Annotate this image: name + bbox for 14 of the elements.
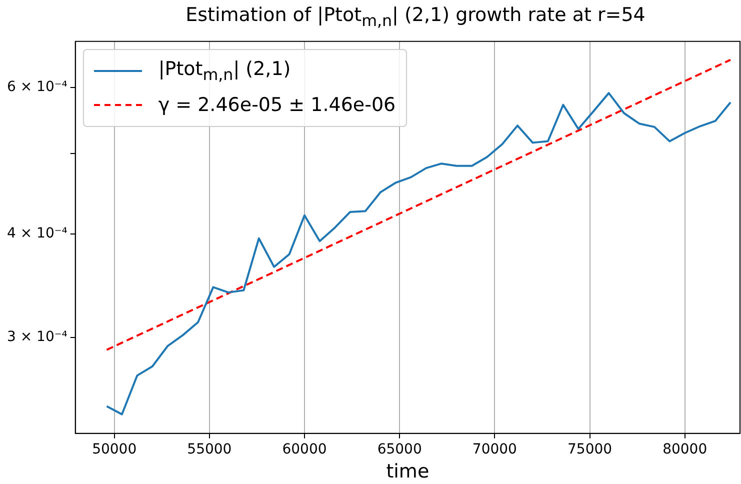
x-tick-label: 50000 [92, 441, 137, 458]
x-tick-label: 80000 [662, 441, 708, 458]
x-tick-label: 60000 [282, 441, 327, 458]
y-tick-label: 3 × 10⁻⁴ [6, 329, 68, 346]
legend-label: |Ptot$_{m,n}$| (2,1) [158, 58, 291, 84]
legend-label: γ = 2.46e-05 ± 1.46e-06 [158, 94, 396, 116]
x-axis-title: time [386, 460, 430, 483]
chart-title: Estimation of |Ptot$_{m,n}$| (2,1) growth rate at r=54 [184, 3, 646, 30]
x-tick-label: 65000 [377, 441, 422, 458]
y-tick-label: 4 × 10⁻⁴ [6, 225, 68, 242]
x-tick-label: 75000 [567, 441, 612, 458]
y-tick-label: 6 × 10⁻⁴ [6, 79, 68, 96]
x-tick-label: 70000 [472, 441, 517, 458]
x-tick-label: 55000 [187, 441, 232, 458]
